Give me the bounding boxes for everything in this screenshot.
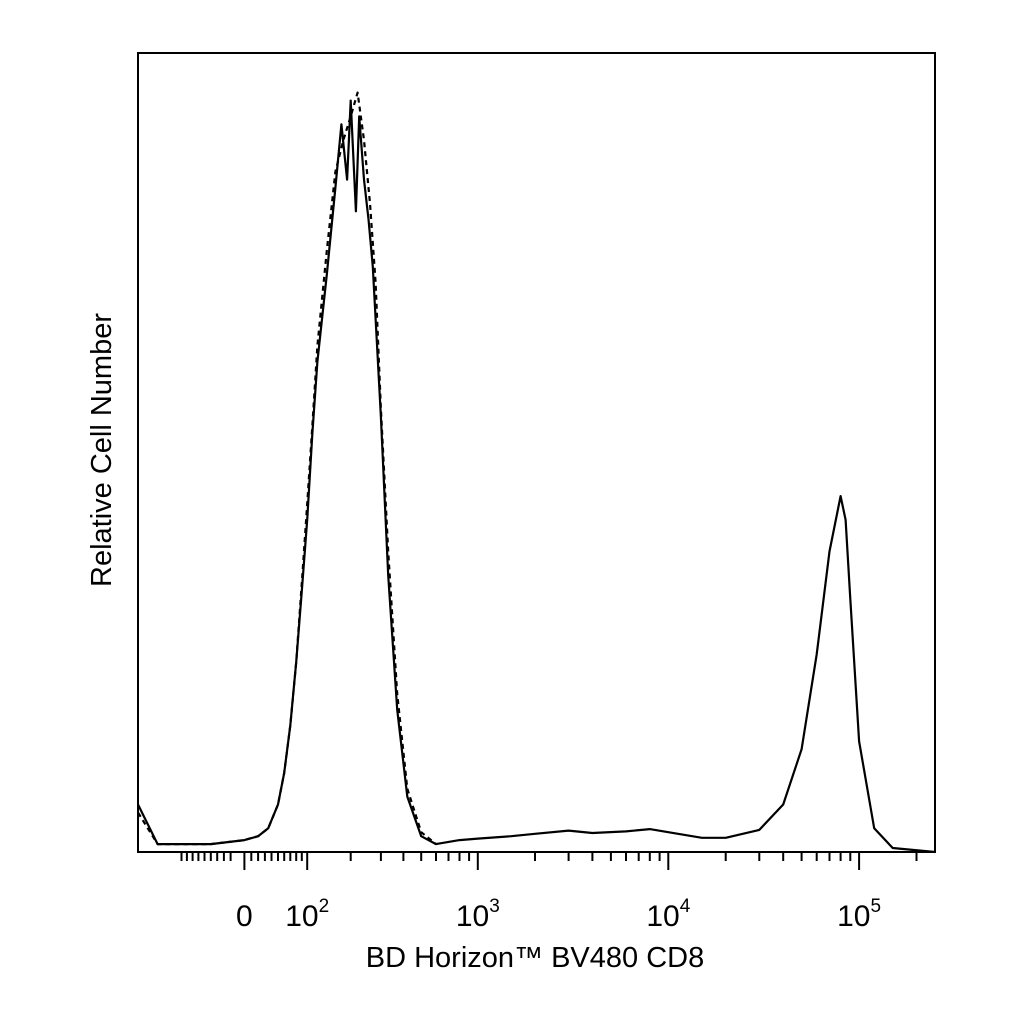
plot-frame — [137, 52, 936, 853]
x-tick-label: 105 — [837, 896, 881, 933]
x-tick-label: 0 — [236, 900, 253, 933]
series-line-dashed — [137, 91, 437, 846]
series-line-solid — [137, 99, 936, 854]
x-tick-label: 102 — [285, 896, 329, 933]
x-axis-tick-labels: 0 102 103 104 105 — [236, 896, 881, 933]
x-tick-label: 103 — [456, 896, 500, 933]
series-layer — [137, 91, 936, 854]
x-axis-ticks — [180, 852, 918, 870]
y-axis-title: Relative Cell Number — [86, 313, 118, 587]
x-tick-label: 104 — [646, 896, 690, 933]
x-axis-title: BD Horizon™ BV480 CD8 — [366, 942, 704, 974]
